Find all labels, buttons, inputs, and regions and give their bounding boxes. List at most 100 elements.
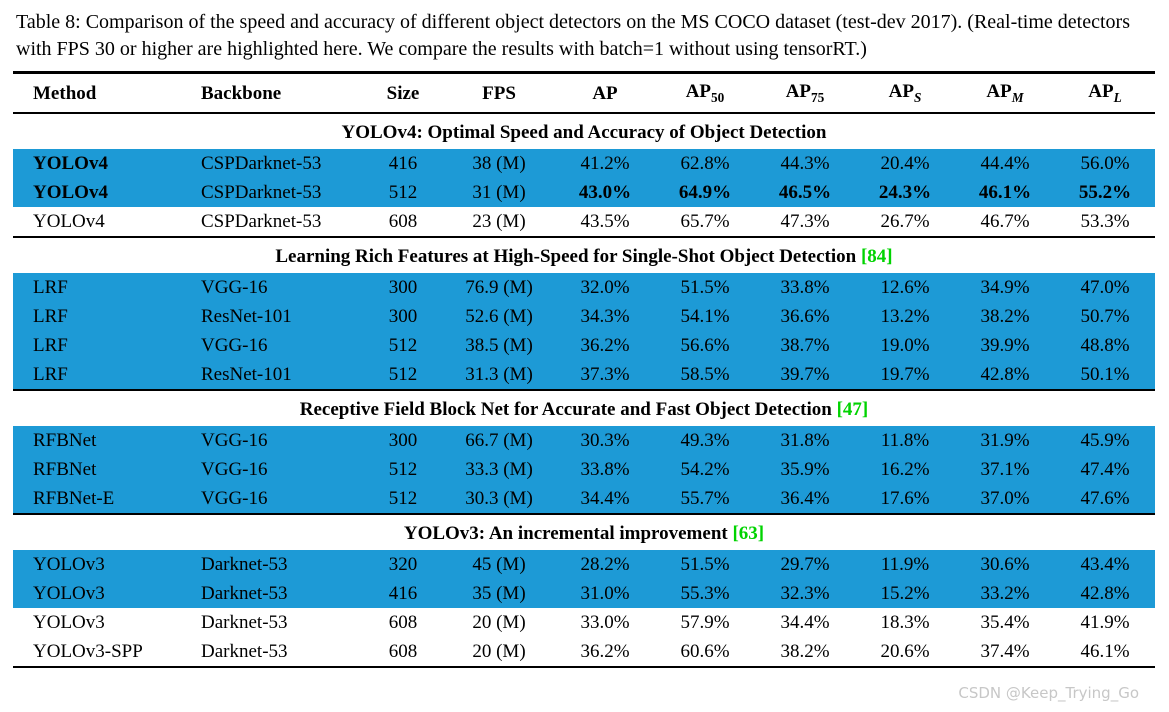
section-header-row: Receptive Field Block Net for Accurate a… xyxy=(13,389,1155,427)
cell-ap75: 44.3% xyxy=(780,152,830,174)
table-row: RFBNet VGG-16 300 66.7 (M) 30.3% 49.3% 31.8% 11… xyxy=(13,426,1155,456)
section-header-row: YOLOv4: Optimal Speed and Accuracy of Ob… xyxy=(13,112,1155,150)
section-title: YOLOv3: An incremental improvement [63] xyxy=(13,513,1155,551)
cell-ap: 32.0% xyxy=(580,276,630,298)
cell-size: 300 xyxy=(388,276,418,298)
cell-backbone: CSPDarknet-53 xyxy=(201,181,322,203)
cell-apl: 47.6% xyxy=(1080,487,1130,509)
cell-ap: 30.3% xyxy=(580,429,630,451)
cell-ap50: 54.2% xyxy=(680,458,730,480)
cell-apm: 37.0% xyxy=(980,487,1030,509)
table-row: YOLOv4 CSPDarknet-53 416 38 (M) 41.2% 62.8% 44… xyxy=(13,149,1155,179)
cell-backbone: VGG-16 xyxy=(201,487,268,509)
cell-apl: 45.9% xyxy=(1080,429,1130,451)
cell-ap75: 36.6% xyxy=(780,305,830,327)
cell-backbone: VGG-16 xyxy=(201,334,268,356)
section-title-text: YOLOv3: An incremental improvement xyxy=(403,523,728,545)
cell-fps: 20 (M) xyxy=(472,640,526,662)
cell-apl: 53.3% xyxy=(1080,210,1130,232)
cell-fps: 23 (M) xyxy=(472,210,526,232)
cell-size: 300 xyxy=(388,305,418,327)
table-row: YOLOv4 CSPDarknet-53 608 23 (M) 43.5% 65.7% 47… xyxy=(13,207,1155,237)
cell-apl: 56.0% xyxy=(1080,152,1130,174)
cell-backbone: Darknet-53 xyxy=(201,640,288,662)
table-header-row: Method Backbone Size FPS AP AP50 AP75 APS APM APL xyxy=(13,73,1155,114)
cell-ap50: 60.6% xyxy=(680,640,730,662)
cell-method: LRF xyxy=(33,363,68,385)
cell-ap50: 57.9% xyxy=(680,611,730,633)
column-header-fps: FPS xyxy=(482,82,516,104)
table-row: RFBNet-E VGG-16 512 30.3 (M) 34.4% 55.7% 36.4%… xyxy=(13,484,1155,515)
section-header-row: YOLOv3: An incremental improvement [63] xyxy=(13,513,1155,551)
cell-aps: 20.4% xyxy=(880,152,930,174)
cell-apl: 47.0% xyxy=(1080,276,1130,298)
table-row: YOLOv3 Darknet-53 608 20 (M) 33.0% 57.9% 34.4%… xyxy=(13,608,1155,637)
cell-size: 416 xyxy=(388,582,418,604)
cell-apm: 46.1% xyxy=(978,181,1032,203)
cell-method: YOLOv3 xyxy=(33,611,105,633)
column-header-apm: APM xyxy=(986,81,1024,106)
citation-link[interactable]: [63] xyxy=(732,523,765,545)
cell-size: 608 xyxy=(388,611,418,633)
cell-method: YOLOv3 xyxy=(33,582,105,604)
cell-ap: 43.0% xyxy=(578,181,632,203)
cell-fps: 30.3 (M) xyxy=(465,487,533,509)
cell-aps: 11.9% xyxy=(880,553,930,575)
cell-fps: 38 (M) xyxy=(472,152,526,174)
cell-method: RFBNet xyxy=(33,429,97,451)
cell-fps: 66.7 (M) xyxy=(465,429,533,451)
cell-aps: 19.0% xyxy=(880,334,930,356)
cell-ap75: 31.8% xyxy=(780,429,830,451)
cell-apm: 46.7% xyxy=(980,210,1030,232)
cell-backbone: VGG-16 xyxy=(201,429,268,451)
table-row: LRF VGG-16 300 76.9 (M) 32.0% 51.5% 33.8% 12.6%… xyxy=(13,273,1155,303)
cell-apm: 39.9% xyxy=(980,334,1030,356)
cell-aps: 11.8% xyxy=(880,429,930,451)
cell-aps: 16.2% xyxy=(880,458,930,480)
cell-backbone: CSPDarknet-53 xyxy=(201,210,322,232)
cell-method: LRF xyxy=(33,305,68,327)
cell-apl: 43.4% xyxy=(1080,553,1130,575)
cell-ap50: 56.6% xyxy=(680,334,730,356)
watermark: CSDN @Keep_Trying_Go xyxy=(958,684,1139,702)
cell-ap50: 65.7% xyxy=(680,210,730,232)
table-row: YOLOv3 Darknet-53 416 35 (M) 31.0% 55.3% 32.3%… xyxy=(13,579,1155,609)
cell-ap50: 54.1% xyxy=(680,305,730,327)
cell-ap75: 46.5% xyxy=(778,181,832,203)
cell-method: YOLOv4 xyxy=(33,181,108,203)
cell-size: 512 xyxy=(388,487,418,509)
cell-apm: 30.6% xyxy=(980,553,1030,575)
cell-ap75: 47.3% xyxy=(780,210,830,232)
table-row: RFBNet VGG-16 512 33.3 (M) 33.8% 54.2% 35.9% 16… xyxy=(13,455,1155,485)
cell-size: 512 xyxy=(388,458,418,480)
cell-aps: 13.2% xyxy=(880,305,930,327)
table-row: LRF ResNet-101 300 52.6 (M) 34.3% 54.1% 36.6% 1… xyxy=(13,302,1155,332)
cell-ap50: 51.5% xyxy=(680,276,730,298)
cell-apm: 35.4% xyxy=(980,611,1030,633)
column-header-apl: APL xyxy=(1088,81,1122,106)
table-row: YOLOv4 CSPDarknet-53 512 31 (M) 43.0% 64.9% 46… xyxy=(13,178,1155,208)
cell-ap: 33.8% xyxy=(580,458,630,480)
cell-aps: 18.3% xyxy=(880,611,930,633)
cell-ap50: 49.3% xyxy=(680,429,730,451)
cell-method: LRF xyxy=(33,276,68,298)
cell-backbone: ResNet-101 xyxy=(201,305,292,327)
cell-fps: 38.5 (M) xyxy=(465,334,533,356)
cell-apm: 31.9% xyxy=(980,429,1030,451)
cell-aps: 12.6% xyxy=(880,276,930,298)
cell-aps: 19.7% xyxy=(880,363,930,385)
table-body: YOLOv4: Optimal Speed and Accuracy of Ob… xyxy=(13,112,1155,667)
cell-size: 320 xyxy=(388,553,418,575)
citation-link[interactable]: [47] xyxy=(836,399,869,421)
column-header-backbone: Backbone xyxy=(201,82,282,104)
cell-size: 300 xyxy=(388,429,418,451)
citation-link[interactable]: [84] xyxy=(860,246,893,268)
section-title: YOLOv4: Optimal Speed and Accuracy of Ob… xyxy=(13,112,1155,150)
section-title-text: YOLOv4: Optimal Speed and Accuracy of Ob… xyxy=(341,122,827,144)
cell-ap75: 38.7% xyxy=(780,334,830,356)
cell-apm: 37.4% xyxy=(980,640,1030,662)
table-row: LRF VGG-16 512 38.5 (M) 36.2% 56.6% 38.7% 19.0%… xyxy=(13,331,1155,361)
cell-ap50: 64.9% xyxy=(678,181,732,203)
cell-ap75: 29.7% xyxy=(780,553,830,575)
cell-method: YOLOv3 xyxy=(33,553,105,575)
